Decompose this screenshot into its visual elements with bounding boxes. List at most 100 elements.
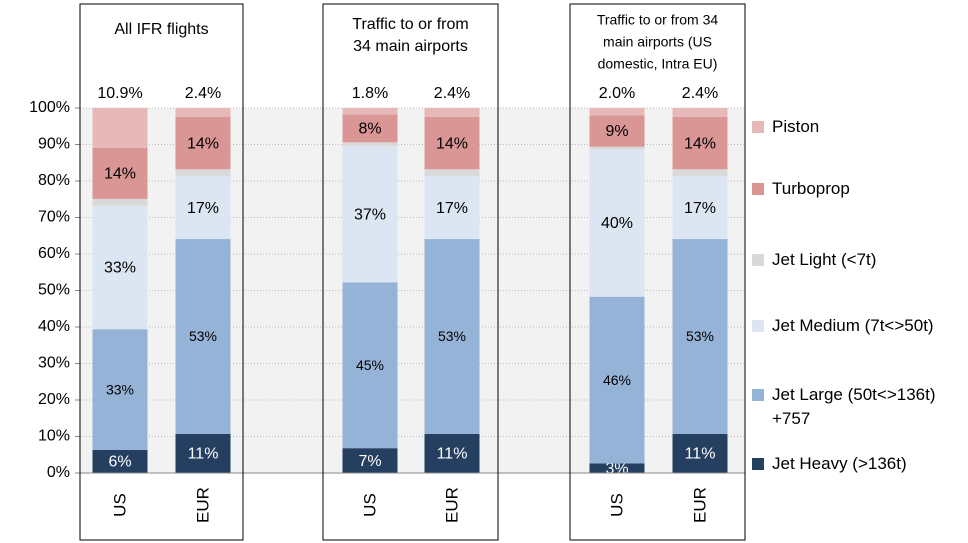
legend-swatch xyxy=(752,121,764,133)
legend-label: Turboprop xyxy=(772,179,850,198)
legend-swatch xyxy=(752,458,764,470)
legend-item: Jet Medium (7t<>50t) xyxy=(752,314,937,338)
bar-segment xyxy=(424,239,480,434)
data-label: 11% xyxy=(685,446,716,463)
bar-segment xyxy=(424,116,480,170)
legend-label: Jet Medium (7t<>50t) xyxy=(772,316,934,335)
x-tick-label: EUR xyxy=(442,487,461,523)
y-tick-label: 10% xyxy=(38,428,70,445)
data-label: 14% xyxy=(684,135,716,152)
data-label: 14% xyxy=(187,135,219,152)
data-label: 17% xyxy=(684,200,716,217)
bar-segment xyxy=(175,116,231,170)
group-title: All IFR flights xyxy=(114,21,208,38)
legend-label: Jet Light (<7t) xyxy=(772,250,877,269)
legend-label: Jet Large (50t<>136t) +757 xyxy=(772,385,936,428)
bar-segment xyxy=(92,205,148,330)
bar-segment xyxy=(342,282,398,449)
bar-segment xyxy=(589,108,645,116)
data-label: 33% xyxy=(106,381,134,397)
y-tick-label: 20% xyxy=(38,391,70,408)
data-label: 10.9% xyxy=(97,85,142,102)
group-title: 34 main airports xyxy=(353,38,468,55)
y-tick-label: 70% xyxy=(38,209,70,226)
x-tick-label: US xyxy=(110,493,129,517)
group-title: Traffic to or from xyxy=(352,16,468,33)
x-tick-label: EUR xyxy=(193,487,212,523)
group-box xyxy=(322,3,499,541)
bar-segment xyxy=(342,114,398,143)
bar-segment xyxy=(92,450,148,473)
bar-segment xyxy=(92,329,148,451)
bar-segment xyxy=(672,169,728,177)
data-label: 33% xyxy=(104,260,136,277)
bar-segment xyxy=(175,169,231,177)
data-label: 2.4% xyxy=(185,85,221,102)
group-box xyxy=(569,3,746,541)
legend-swatch xyxy=(752,389,764,401)
bar-segment xyxy=(424,433,480,473)
y-tick-label: 30% xyxy=(38,355,70,372)
group-box xyxy=(79,3,244,541)
group-title: Traffic to or from 34 xyxy=(597,12,719,28)
legend-label: Jet Heavy (>136t) xyxy=(772,454,907,473)
data-label: 2.0% xyxy=(599,85,635,102)
bar-segment xyxy=(424,169,480,177)
data-label: 17% xyxy=(187,200,219,217)
data-label: 1.8% xyxy=(352,85,388,102)
data-label: 2.4% xyxy=(434,85,470,102)
x-tick-label: US xyxy=(607,493,626,517)
bar-segment xyxy=(672,433,728,473)
data-label: 8% xyxy=(358,121,381,138)
legend-item: Piston xyxy=(752,115,937,139)
y-tick-label: 60% xyxy=(38,245,70,262)
legend-swatch xyxy=(752,254,764,266)
bar-segment xyxy=(672,239,728,434)
bar-segment xyxy=(672,176,728,240)
bar-segment xyxy=(589,463,645,473)
bar-segment xyxy=(589,149,645,297)
data-label: 53% xyxy=(686,328,714,344)
data-label: 9% xyxy=(605,123,628,140)
data-label: 17% xyxy=(436,200,468,217)
y-tick-label: 40% xyxy=(38,318,70,335)
data-label: 7% xyxy=(358,453,381,470)
bar-segment xyxy=(589,296,645,464)
bar-segment xyxy=(175,176,231,240)
bar-segment xyxy=(424,176,480,240)
y-tick-label: 0% xyxy=(47,464,70,481)
bar-segment xyxy=(92,108,148,148)
bar-segment xyxy=(175,108,231,117)
data-label: 40% xyxy=(601,215,633,232)
legend-item: Turboprop xyxy=(752,177,937,201)
bar-segment xyxy=(424,108,480,117)
legend-swatch xyxy=(752,183,764,195)
bar-segment xyxy=(589,115,645,147)
data-label: 53% xyxy=(189,328,217,344)
data-label: 2.4% xyxy=(682,85,718,102)
data-label: 14% xyxy=(104,166,136,183)
data-label: 37% xyxy=(354,207,386,224)
bar-segment xyxy=(92,198,148,206)
y-tick-label: 100% xyxy=(29,99,70,116)
bar-segment xyxy=(589,146,645,150)
group-title: domestic, Intra EU) xyxy=(598,56,718,72)
bar-segment xyxy=(342,142,398,147)
legend-item: Jet Light (<7t) xyxy=(752,248,937,272)
legend-item: Jet Large (50t<>136t) +757 xyxy=(752,383,937,431)
legend-item: Jet Heavy (>136t) xyxy=(752,452,937,476)
data-label: 6% xyxy=(108,454,131,471)
legend-label: Piston xyxy=(772,117,820,136)
x-tick-label: EUR xyxy=(690,487,709,523)
bar-segment xyxy=(175,239,231,434)
y-tick-label: 50% xyxy=(38,282,70,299)
bar-segment xyxy=(672,116,728,170)
bar-segment xyxy=(672,108,728,117)
data-label: 53% xyxy=(438,328,466,344)
bar-segment xyxy=(342,108,398,115)
bar-segment xyxy=(342,146,398,283)
data-label: 14% xyxy=(436,135,468,152)
data-label: 46% xyxy=(603,372,631,388)
